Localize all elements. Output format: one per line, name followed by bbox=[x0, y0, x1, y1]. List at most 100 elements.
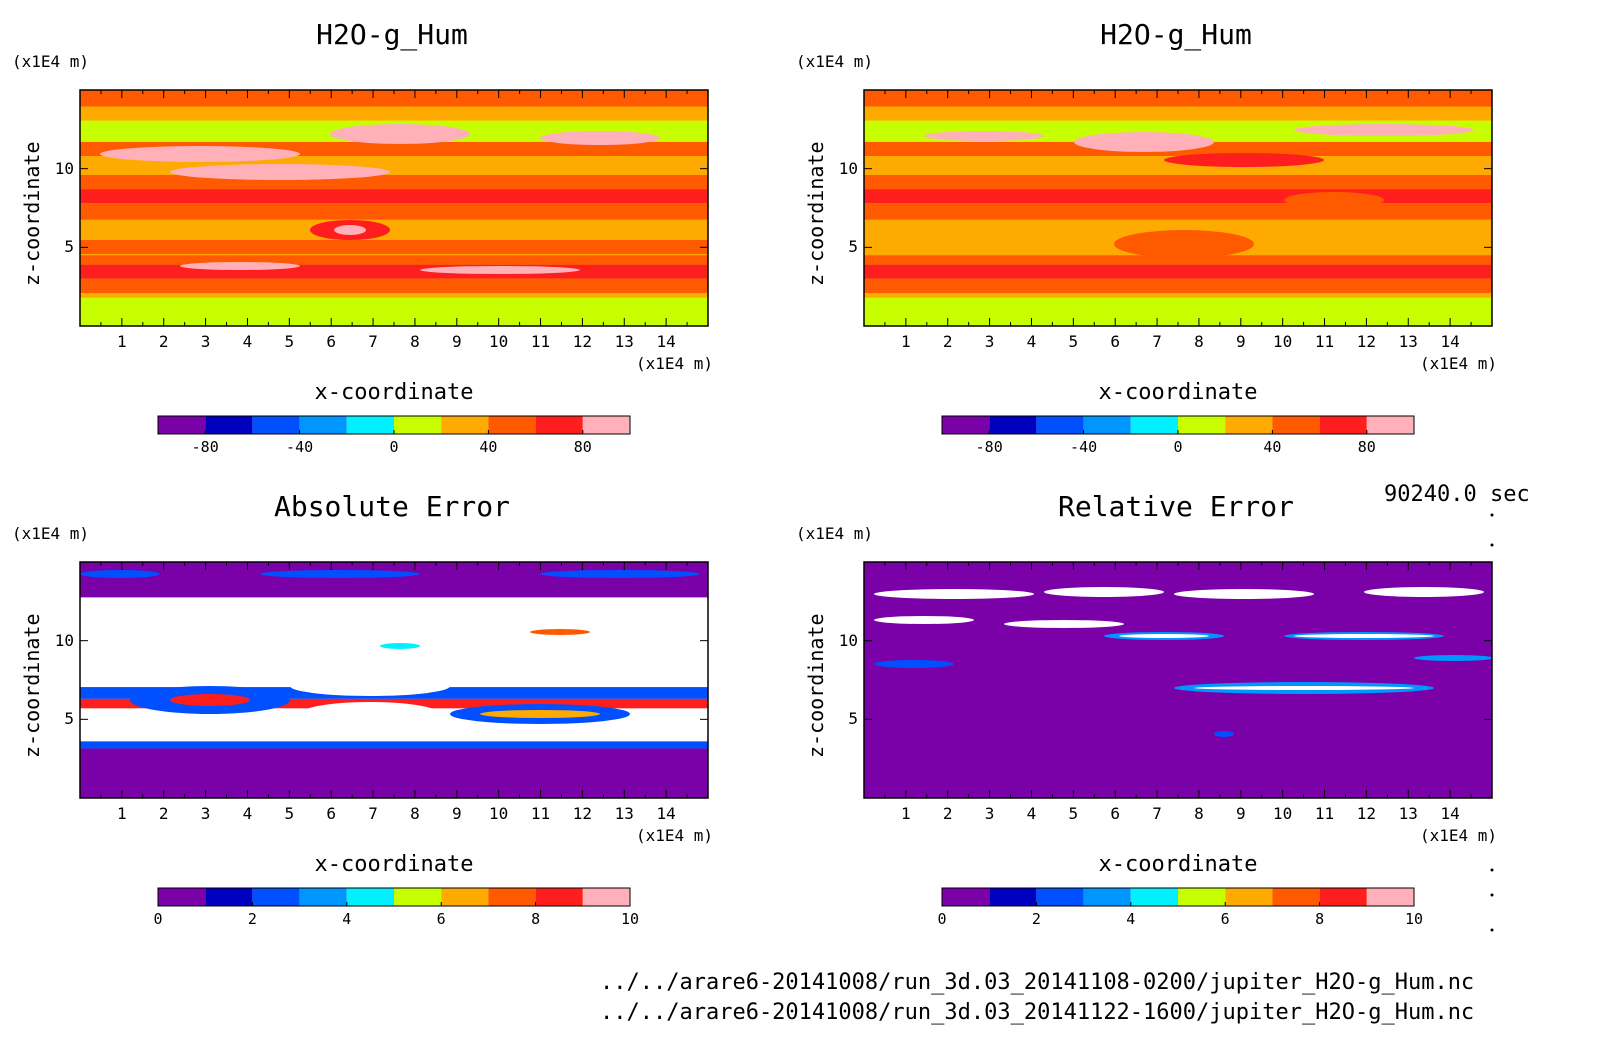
y-tick-label: 10 bbox=[54, 630, 74, 650]
colorbar-tick-label: 80 bbox=[1357, 438, 1376, 456]
x-tick-label: 2 bbox=[942, 332, 953, 351]
x-tick-label: 6 bbox=[1110, 332, 1120, 351]
colorbar-swatch bbox=[582, 416, 630, 434]
colorbar-swatch bbox=[1319, 416, 1367, 434]
panel-3-x-unit: (x1E4 m) bbox=[636, 826, 714, 845]
colorbar-swatch bbox=[1366, 888, 1414, 906]
x-tick-label: 2 bbox=[158, 332, 169, 351]
x-tick-label: 8 bbox=[1194, 804, 1204, 823]
x-tick-label: 9 bbox=[451, 804, 462, 823]
x-tick-label: 5 bbox=[1068, 332, 1079, 351]
y-tick-label: 5 bbox=[64, 237, 74, 257]
x-tick-label: 3 bbox=[984, 332, 995, 351]
colorbar-swatch bbox=[1130, 416, 1178, 434]
colorbar-tick-label: -80 bbox=[975, 438, 1003, 456]
colorbar-tick-label: 4 bbox=[1126, 910, 1136, 928]
panel-1-title: H2O-g_Hum bbox=[316, 18, 468, 51]
colorbar-swatch bbox=[346, 416, 394, 434]
x-tick-label: 9 bbox=[1235, 332, 1246, 351]
x-tick-label: 4 bbox=[242, 804, 253, 823]
colorbar-swatch bbox=[299, 888, 347, 906]
x-tick-label: 1 bbox=[117, 804, 127, 823]
colorbar-swatch bbox=[1083, 888, 1131, 906]
colorbar-swatch bbox=[158, 416, 206, 434]
x-tick-label: 5 bbox=[284, 804, 295, 823]
panel-1-xlabel: x-coordinate bbox=[314, 380, 474, 405]
colorbar-swatch bbox=[488, 888, 536, 906]
panel-3-title: Absolute Error bbox=[273, 490, 510, 523]
x-tick-label: 7 bbox=[368, 332, 378, 351]
colorbar-swatch bbox=[582, 888, 630, 906]
colorbar-swatch bbox=[394, 888, 442, 906]
colorbar-tick-label: 8 bbox=[1315, 910, 1325, 928]
colorbar-swatch bbox=[989, 416, 1037, 434]
colorbar-tick-label: 0 bbox=[1173, 438, 1183, 456]
x-tick-label: 5 bbox=[1068, 804, 1079, 823]
colorbar-tick-label: 2 bbox=[1031, 910, 1041, 928]
x-tick-label: 4 bbox=[1026, 804, 1037, 823]
colorbar-swatch bbox=[1178, 416, 1226, 434]
x-tick-label: 14 bbox=[1440, 804, 1460, 823]
panel-3-xlabel: x-coordinate bbox=[314, 852, 474, 877]
colorbar-swatch bbox=[1036, 888, 1084, 906]
x-tick-label: 6 bbox=[1110, 804, 1120, 823]
x-tick-label: 8 bbox=[410, 332, 420, 351]
edge-dot bbox=[1490, 928, 1494, 932]
x-tick-label: 12 bbox=[572, 804, 593, 823]
x-tick-label: 12 bbox=[1356, 332, 1377, 351]
x-tick-label: 10 bbox=[489, 332, 509, 351]
x-tick-label: 8 bbox=[410, 804, 420, 823]
colorbar-swatch bbox=[942, 888, 990, 906]
y-tick-label: 10 bbox=[838, 158, 858, 178]
x-tick-label: 9 bbox=[451, 332, 462, 351]
x-tick-label: 14 bbox=[1440, 332, 1460, 351]
x-tick-label: 6 bbox=[326, 332, 336, 351]
panel-1-ylabel: z-coordinate bbox=[20, 141, 44, 287]
colorbar-tick-label: -40 bbox=[1070, 438, 1098, 456]
colorbar-swatch bbox=[1319, 888, 1367, 906]
colorbar-swatch bbox=[158, 888, 206, 906]
time-label: 90240.0 sec bbox=[1384, 482, 1530, 507]
colorbar-swatch bbox=[346, 888, 394, 906]
edge-dot bbox=[1490, 893, 1494, 897]
panel-3-field bbox=[80, 562, 708, 798]
panel-4-ylabel: z-coordinate bbox=[804, 613, 828, 759]
colorbar-swatch bbox=[1225, 416, 1273, 434]
colorbar-swatch bbox=[441, 416, 489, 434]
edge-dot bbox=[1490, 543, 1494, 547]
edge-dot bbox=[1490, 868, 1494, 872]
y-tick-label: 10 bbox=[54, 158, 74, 178]
x-tick-label: 1 bbox=[901, 332, 911, 351]
x-tick-label: 4 bbox=[1026, 332, 1037, 351]
colorbar-tick-label: 6 bbox=[1220, 910, 1230, 928]
colorbar-tick-label: 4 bbox=[342, 910, 352, 928]
x-tick-label: 10 bbox=[489, 804, 509, 823]
colorbar-swatch bbox=[1366, 416, 1414, 434]
y-tick-label: 5 bbox=[848, 237, 858, 257]
x-tick-label: 14 bbox=[656, 804, 676, 823]
x-tick-label: 1 bbox=[117, 332, 127, 351]
colorbar-swatch bbox=[535, 888, 583, 906]
colorbar-swatch bbox=[989, 888, 1037, 906]
x-tick-label: 7 bbox=[1152, 804, 1162, 823]
colorbar-frame bbox=[941, 887, 1415, 907]
x-tick-label: 10 bbox=[1273, 804, 1293, 823]
colorbar-tick-label: 0 bbox=[937, 910, 947, 928]
colorbar-tick-label: 6 bbox=[436, 910, 446, 928]
footer-file-2: ../../arare6-20141008/run_3d.03_20141122… bbox=[600, 1000, 1475, 1025]
panel-2-ylabel: z-coordinate bbox=[804, 141, 828, 287]
x-tick-label: 13 bbox=[1398, 804, 1418, 823]
panel-1-y-unit: (x1E4 m) bbox=[12, 52, 90, 71]
x-tick-label: 12 bbox=[572, 332, 593, 351]
colorbar-swatch bbox=[205, 888, 253, 906]
panel-3-y-unit: (x1E4 m) bbox=[12, 524, 90, 543]
x-tick-label: 3 bbox=[200, 332, 211, 351]
colorbar-swatch bbox=[394, 416, 442, 434]
colorbar-swatch bbox=[205, 416, 253, 434]
x-tick-label: 7 bbox=[1152, 332, 1162, 351]
panel-2-x-unit: (x1E4 m) bbox=[1420, 354, 1498, 373]
colorbar-swatch bbox=[1178, 888, 1226, 906]
x-tick-label: 12 bbox=[1356, 804, 1377, 823]
